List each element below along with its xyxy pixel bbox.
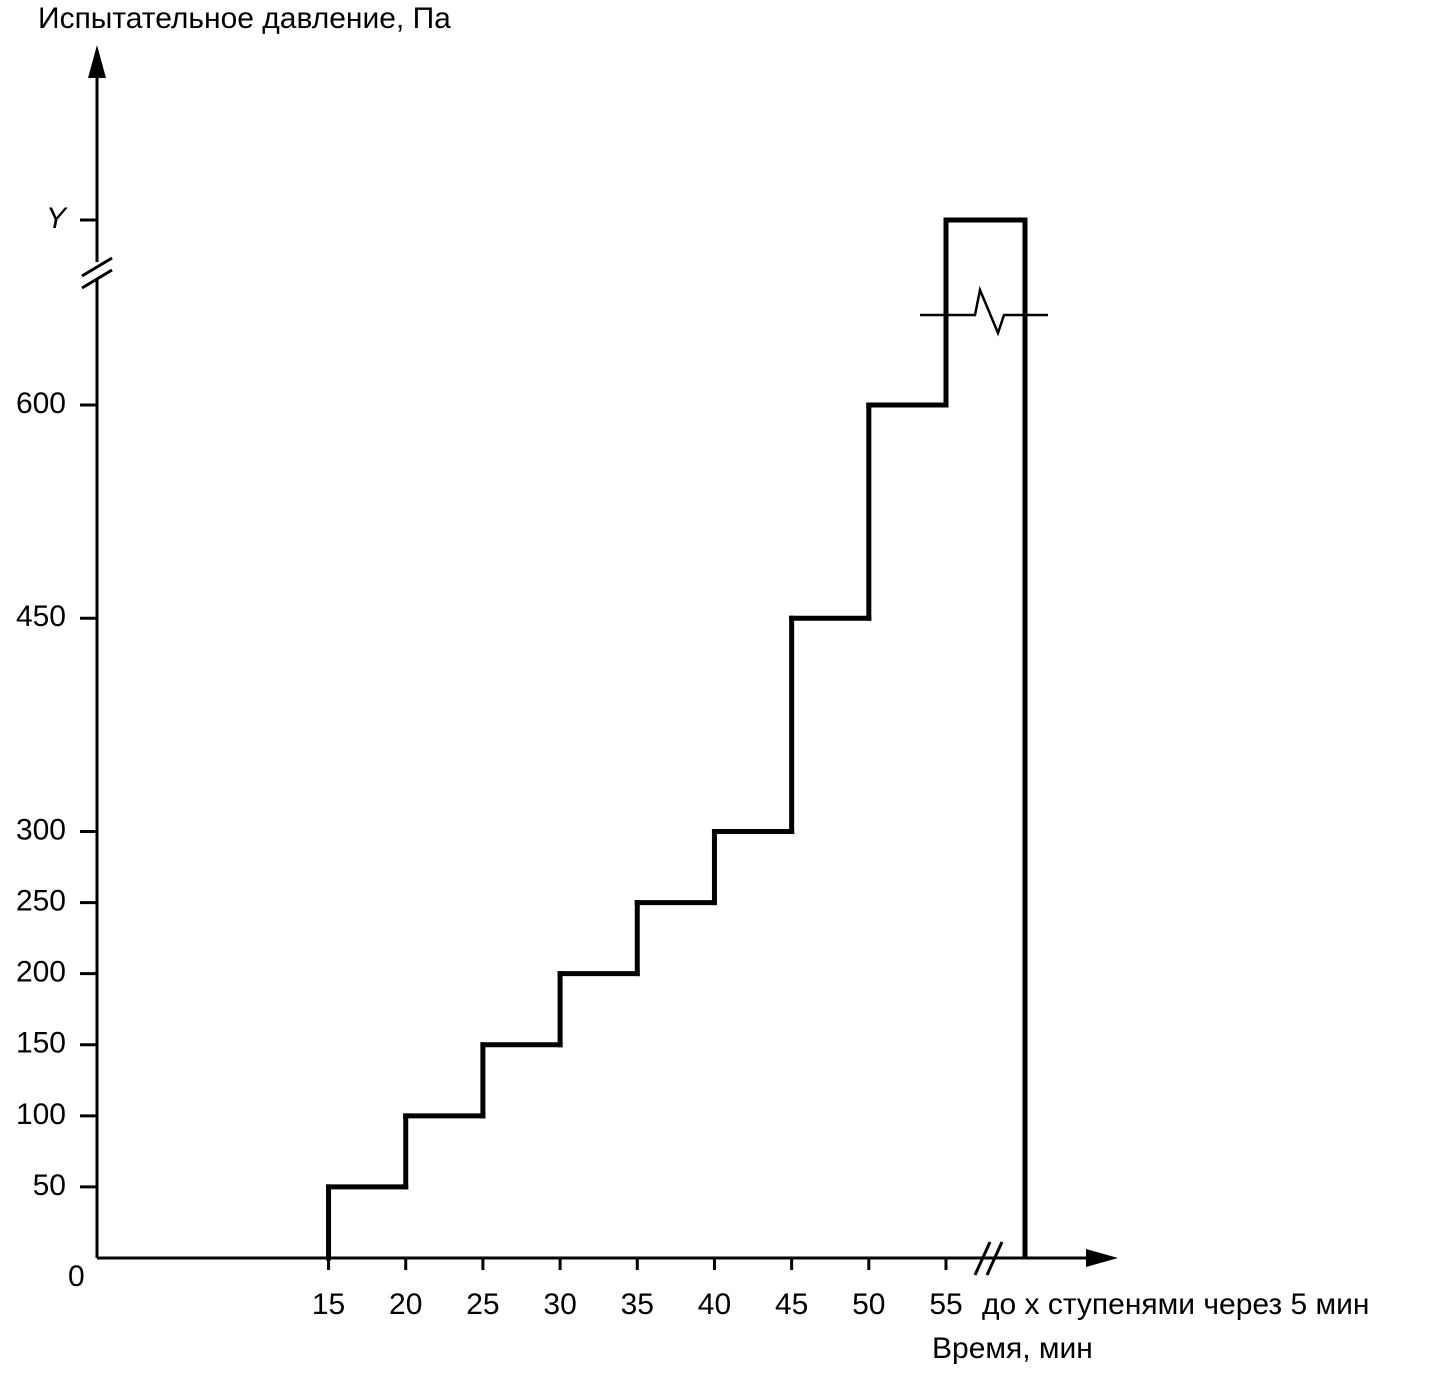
- x-end-label: до x ступенями через 5 мин: [982, 1288, 1369, 1321]
- x-tick-label: 30: [543, 1288, 576, 1321]
- y-tick-label: 200: [16, 956, 66, 989]
- y-axis-label: Испытательное давление, Па: [38, 2, 451, 35]
- x-tick-label: 15: [312, 1288, 345, 1321]
- axis-break: [973, 1241, 992, 1276]
- y-tick-label: 150: [16, 1027, 66, 1060]
- y-top-label: Y: [46, 202, 68, 235]
- axis-break: [985, 1241, 1004, 1276]
- x-tick-label: 45: [775, 1288, 808, 1321]
- y-tick-label: 100: [16, 1098, 66, 1131]
- value-break: [920, 285, 1048, 337]
- y-tick-label: 600: [16, 387, 66, 420]
- x-arrow: [1086, 1249, 1118, 1267]
- y-tick-label: 300: [16, 813, 66, 846]
- y-tick-label: 250: [16, 885, 66, 918]
- y-arrow: [88, 45, 106, 78]
- axis-break: [81, 256, 113, 278]
- x-tick-label: 35: [621, 1288, 654, 1321]
- x-axis-label: Время, мин: [932, 1332, 1093, 1365]
- y-tick-label: 450: [16, 600, 66, 633]
- y-tick-label: 50: [33, 1169, 66, 1202]
- x-tick-label: 50: [852, 1288, 885, 1321]
- axis-break: [81, 268, 113, 290]
- x-tick-label: 55: [929, 1288, 962, 1321]
- top-step: [943, 217, 1028, 1258]
- x-tick-label: 25: [466, 1288, 499, 1321]
- origin-label: 0: [68, 1260, 85, 1293]
- x-tick-label: 40: [698, 1288, 731, 1321]
- x-tick-label: 20: [389, 1288, 422, 1321]
